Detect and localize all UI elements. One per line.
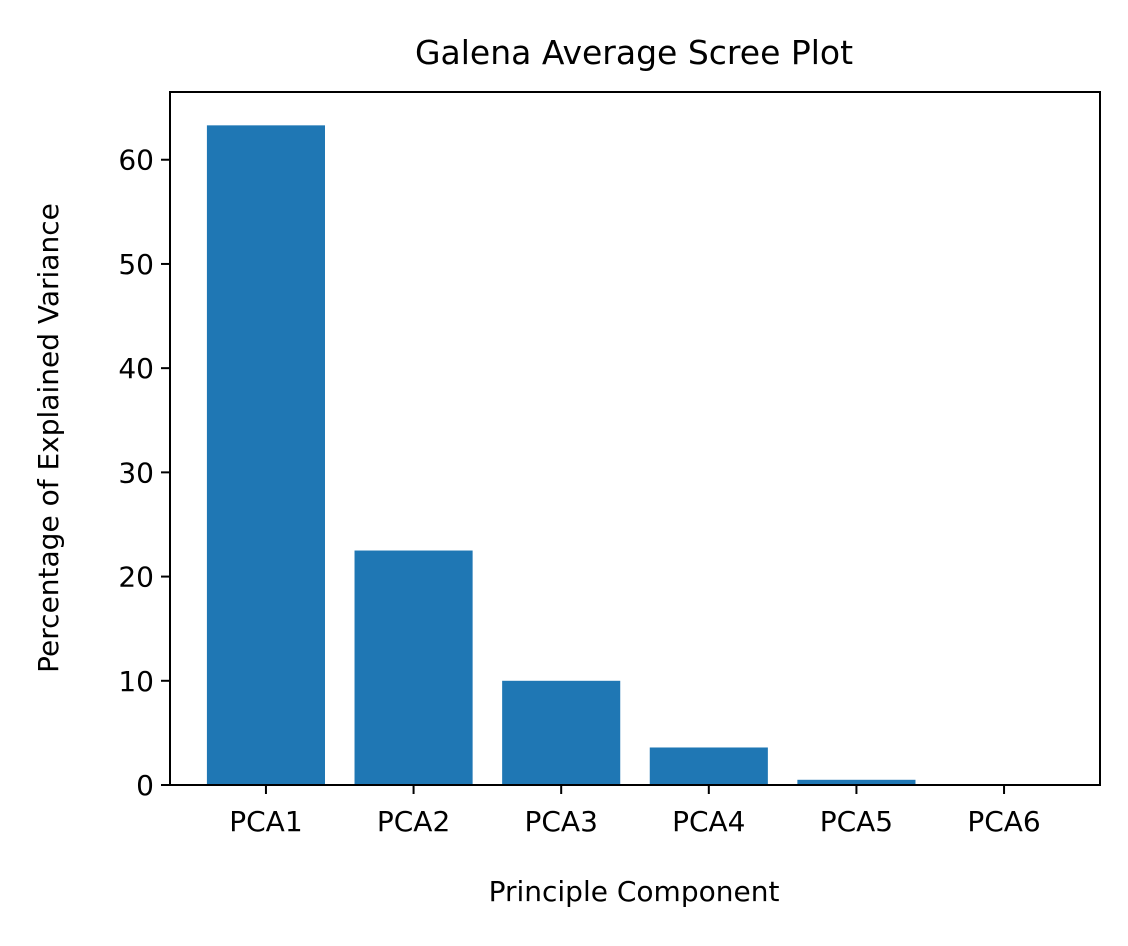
plot-frame	[169, 91, 1101, 786]
bar-pca1	[206, 125, 325, 786]
bar-pca3	[502, 680, 621, 785]
axes-layer: PCA1 PCA2 PCA3 PCA4 PCA5 PCA6 0 10 20 30 40 50 60	[118, 91, 1101, 838]
bar-pca2	[354, 550, 473, 785]
x-axis-label: Principle Component	[489, 875, 780, 908]
bars-layer	[206, 125, 1064, 786]
y-tick-label: 40	[118, 352, 154, 385]
y-axis-label: Percentage of Explained Variance	[32, 203, 65, 673]
bar-pca5	[797, 779, 916, 785]
y-tick-label: 0	[136, 769, 154, 802]
x-tick-label: PCA6	[967, 805, 1040, 838]
x-tick-label: PCA3	[524, 805, 597, 838]
x-tick-label: PCA2	[377, 805, 450, 838]
bar-pca4	[649, 747, 768, 785]
y-tick-label: 20	[118, 561, 154, 594]
x-tick-label: PCA4	[672, 805, 745, 838]
x-tick-label: PCA1	[229, 805, 302, 838]
x-tick-label: PCA5	[820, 805, 893, 838]
y-tick-label: 60	[118, 144, 154, 177]
chart-title: Galena Average Scree Plot	[415, 33, 853, 72]
y-tick-label: 10	[118, 665, 154, 698]
y-tick-label: 50	[118, 248, 154, 281]
y-tick-label: 30	[118, 456, 154, 489]
